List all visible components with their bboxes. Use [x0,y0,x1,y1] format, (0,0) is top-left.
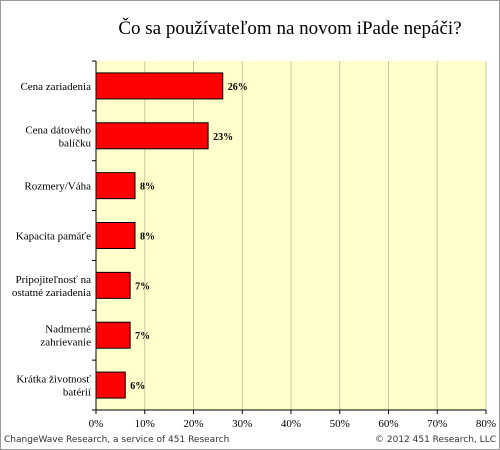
bar [95,122,209,150]
bar-value-label: 8% [140,182,155,193]
bar-value-label: 6% [130,381,145,392]
bar [95,72,224,100]
category-label: Kapacita pamäťe [16,231,91,243]
x-tick-label: 60% [378,418,398,430]
category-label: Rozmery/Váha [24,181,91,193]
x-tick-label: 40% [281,418,301,430]
category-label: Cena zariadenia [20,81,91,93]
x-tick-label: 70% [427,418,447,430]
category-label: Nadmerné zahrievanie [40,324,91,349]
category-label: Krátka životnosť batérií [16,374,91,399]
x-tick-label: 80% [476,418,496,430]
bar [95,371,126,399]
bar [95,172,136,200]
bar [95,321,131,349]
bar [95,222,136,249]
bar [95,271,131,299]
x-tick-label: 30% [232,418,252,430]
category-label: Pripojiteľnosť na ostatné zariadenia [12,274,91,299]
x-tick-label: 50% [330,418,350,430]
chart-title: Čo sa používateľom na novom iPade nepáči… [118,18,462,39]
footer-source: ChangeWave Research, a service of 451 Re… [4,435,230,445]
bar-value-label: 7% [135,281,150,292]
x-tick-label: 0% [89,418,104,430]
bar-value-label: 23% [213,132,233,143]
x-tick-label: 10% [135,418,155,430]
bar-value-label: 8% [140,232,155,243]
bar-value-label: 7% [135,331,150,342]
bar-value-label: 26% [228,82,248,93]
category-label: Cena dátového balíčku [25,124,91,149]
footer-copyright: © 2012 451 Research, LLC [375,435,496,445]
x-tick-label: 20% [183,418,203,430]
